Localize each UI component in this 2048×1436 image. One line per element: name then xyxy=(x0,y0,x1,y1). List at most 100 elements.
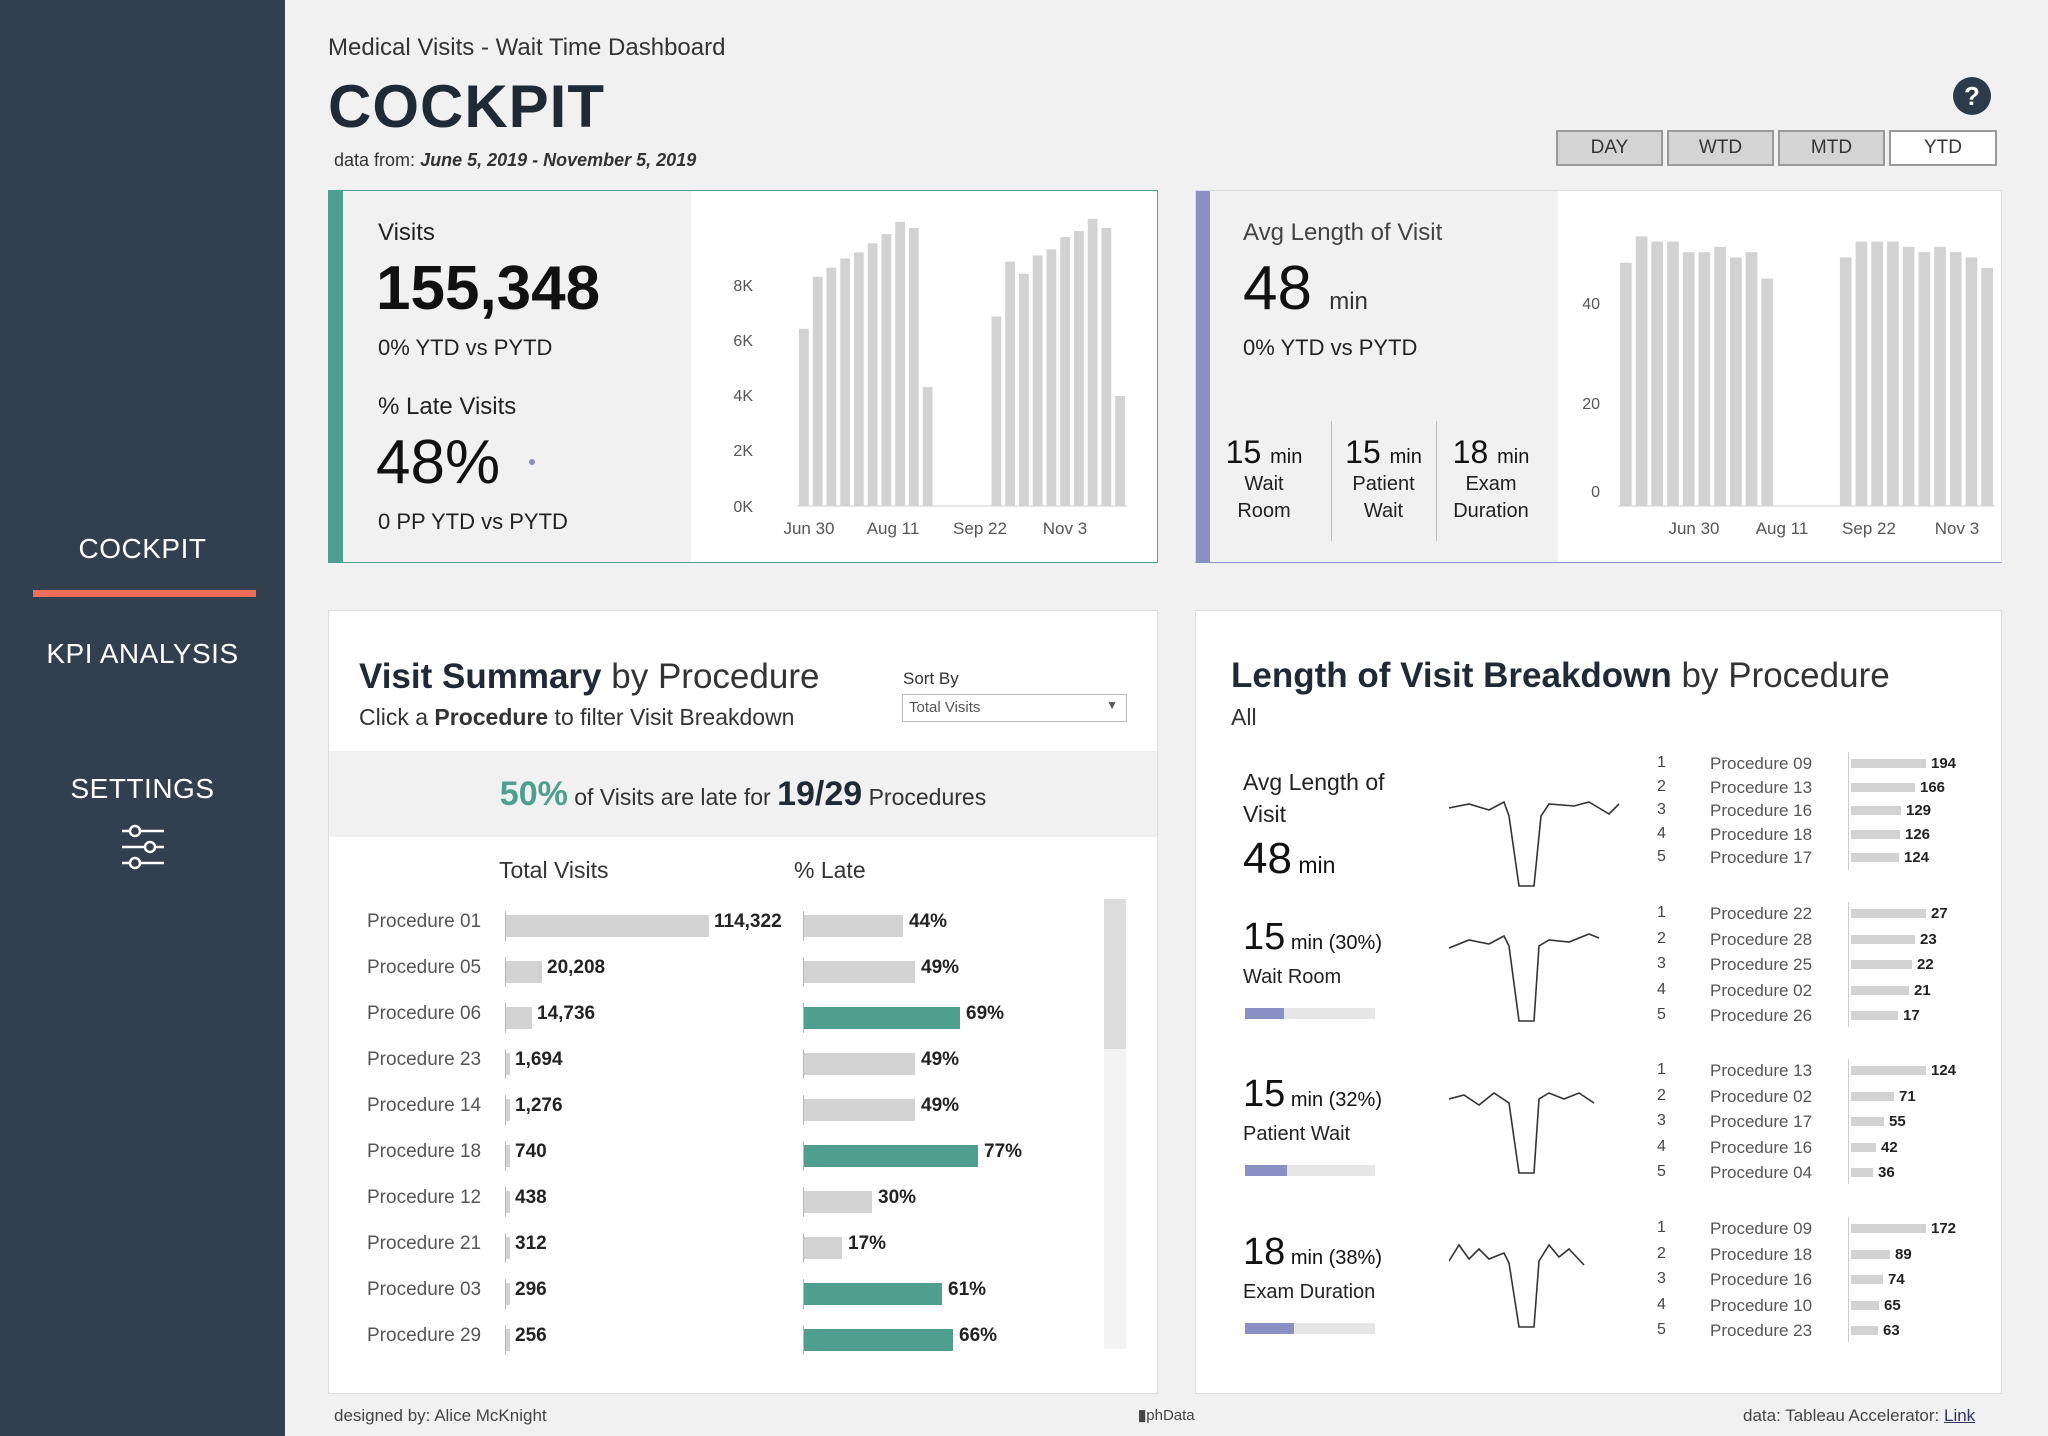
chart-bar xyxy=(1965,257,1978,506)
chart-bar xyxy=(1729,257,1742,506)
rank-procedure[interactable]: Procedure 22 xyxy=(1710,904,1813,923)
total-visits-value: 114,322 xyxy=(714,911,782,932)
late-visits-label: % Late Visits xyxy=(378,393,517,420)
procedure-name[interactable]: Procedure 05 xyxy=(367,957,482,978)
nav-cockpit[interactable]: COCKPIT xyxy=(78,533,207,564)
length-value-wrap: 48 min xyxy=(1243,253,1368,324)
rank-procedure[interactable]: Procedure 16 xyxy=(1710,1270,1813,1289)
breakdown-filter: All xyxy=(1231,704,1257,730)
length-ytd: 0% YTD vs PYTD xyxy=(1243,335,1418,360)
chart-bar xyxy=(1698,252,1711,506)
late-banner: 50% of Visits are late for 19/29 Procedu… xyxy=(329,751,1157,837)
rank-value: 74 xyxy=(1888,1271,1905,1288)
x-tick-label: Nov 3 xyxy=(1935,519,1979,538)
table-row[interactable]: Procedure 03 296 61% xyxy=(329,1279,1099,1309)
table-row[interactable]: Procedure 05 20,208 49% xyxy=(329,957,1099,987)
breakdown-group: 15 min (30%) Wait Room 1 Procedure 22 27 2 Pro… xyxy=(1196,902,2001,1066)
total-visits-bar xyxy=(506,1007,532,1029)
rank-procedure[interactable]: Procedure 28 xyxy=(1710,929,1813,949)
nav-kpi-analysis[interactable]: KPI ANALYSIS xyxy=(46,638,239,669)
share-bar-track xyxy=(1245,1008,1375,1019)
sparkline xyxy=(1449,933,1600,1022)
sliders-icon[interactable] xyxy=(118,822,168,872)
sparkline xyxy=(1449,800,1620,887)
y-tick-label: 0K xyxy=(733,499,753,516)
procedure-name[interactable]: Procedure 21 xyxy=(367,1233,482,1254)
rank-procedure[interactable]: Procedure 02 xyxy=(1710,980,1813,1000)
period-wtd[interactable]: WTD xyxy=(1667,130,1774,166)
length-unit: min xyxy=(1329,288,1368,315)
sort-select-value: Total Visits xyxy=(909,699,981,716)
period-day[interactable]: DAY xyxy=(1556,130,1663,166)
chart-bar xyxy=(812,276,823,506)
procedure-name[interactable]: Procedure 06 xyxy=(367,1003,482,1024)
sort-select[interactable]: Total Visits ▼ xyxy=(902,694,1127,722)
scrollbar-track[interactable] xyxy=(1104,899,1126,1349)
summary-title: Visit Summary by Procedure xyxy=(359,657,819,697)
procedure-name[interactable]: Procedure 01 xyxy=(367,911,482,932)
rank-value: 124 xyxy=(1931,1062,1957,1079)
rank-value: 71 xyxy=(1899,1087,1916,1105)
table-row[interactable]: Procedure 21 312 17% xyxy=(329,1233,1099,1263)
procedure-name[interactable]: Procedure 14 xyxy=(367,1095,482,1116)
chart-bar xyxy=(1635,236,1648,506)
chart-bar xyxy=(1855,241,1868,507)
pct-late-bar xyxy=(804,1329,953,1351)
rank-procedure[interactable]: Procedure 13 xyxy=(1710,777,1813,797)
rank-procedure[interactable]: Procedure 23 xyxy=(1710,1321,1813,1340)
table-row[interactable]: Procedure 14 1,276 49% xyxy=(329,1095,1099,1125)
visits-bar-chart: 8K 6K 4K 2K 0K Jun 30 Aug 11 Sep 22 Nov 3 xyxy=(733,218,1127,538)
rank-procedure[interactable]: Procedure 09 xyxy=(1710,1219,1813,1238)
rank-procedure[interactable]: Procedure 18 xyxy=(1710,824,1813,844)
sparkline-path xyxy=(1449,1243,1585,1328)
rank-procedure[interactable]: Procedure 16 xyxy=(1710,1137,1813,1157)
total-visits-bar xyxy=(506,1053,510,1075)
pct-late-bar xyxy=(804,1099,915,1121)
rank-value: 172 xyxy=(1931,1220,1957,1237)
table-row[interactable]: Procedure 23 1,694 49% xyxy=(329,1049,1099,1079)
nav-settings[interactable]: SETTINGS xyxy=(70,773,215,804)
rank-procedure[interactable]: Procedure 16 xyxy=(1710,801,1813,820)
rank-procedure[interactable]: Procedure 10 xyxy=(1710,1295,1813,1315)
procedure-name[interactable]: Procedure 03 xyxy=(367,1279,482,1300)
logo-text: phData xyxy=(1146,1407,1195,1424)
procedure-name[interactable]: Procedure 23 xyxy=(367,1049,482,1070)
table-row[interactable]: Procedure 12 438 30% xyxy=(329,1187,1099,1217)
pct-late-value: 49% xyxy=(921,1095,960,1116)
rank-procedure[interactable]: Procedure 17 xyxy=(1710,848,1813,867)
data-source-link[interactable]: Link xyxy=(1944,1406,1976,1425)
rank-axis xyxy=(1848,752,1849,870)
sparkline xyxy=(1449,1243,1585,1328)
table-row[interactable]: Procedure 18 740 77% xyxy=(329,1141,1099,1171)
data-range: data from: June 5, 2019 - November 5, 20… xyxy=(334,150,696,171)
help-icon[interactable]: ? xyxy=(1953,77,1991,115)
procedure-name[interactable]: Procedure 12 xyxy=(367,1187,482,1208)
rank-procedure[interactable]: Procedure 04 xyxy=(1710,1163,1813,1182)
rank-procedure[interactable]: Procedure 25 xyxy=(1710,955,1813,974)
rank-procedure[interactable]: Procedure 02 xyxy=(1710,1086,1813,1106)
axis-line xyxy=(505,957,506,987)
rank-procedure[interactable]: Procedure 18 xyxy=(1710,1244,1813,1264)
rank-procedure[interactable]: Procedure 09 xyxy=(1710,754,1813,773)
procedure-name[interactable]: Procedure 29 xyxy=(367,1325,482,1346)
table-row[interactable]: Procedure 01 114,322 44% xyxy=(329,911,1099,941)
rank-value: 126 xyxy=(1905,825,1931,843)
period-ytd[interactable]: YTD xyxy=(1889,130,1997,166)
group-pct: (32%) xyxy=(1328,1089,1382,1111)
table-row[interactable]: Procedure 29 256 66% xyxy=(329,1325,1099,1355)
rank-procedure[interactable]: Procedure 13 xyxy=(1710,1061,1813,1080)
chart-bar xyxy=(854,252,864,506)
rank-axis xyxy=(1848,902,1849,1027)
pct-late-value: 69% xyxy=(966,1003,1005,1024)
period-mtd[interactable]: MTD xyxy=(1778,130,1885,166)
rank-bar xyxy=(1851,960,1912,969)
rank-procedure[interactable]: Procedure 17 xyxy=(1710,1112,1813,1131)
table-row[interactable]: Procedure 06 14,736 69% xyxy=(329,1003,1099,1033)
stat-unit: min xyxy=(1497,446,1530,468)
pct-late-bar xyxy=(804,1283,942,1305)
rank-procedure[interactable]: Procedure 26 xyxy=(1710,1006,1813,1025)
rank-bar xyxy=(1851,759,1926,768)
scrollbar-thumb[interactable] xyxy=(1104,899,1126,1049)
pct-late-value: 17% xyxy=(848,1233,887,1254)
procedure-name[interactable]: Procedure 18 xyxy=(367,1141,482,1162)
